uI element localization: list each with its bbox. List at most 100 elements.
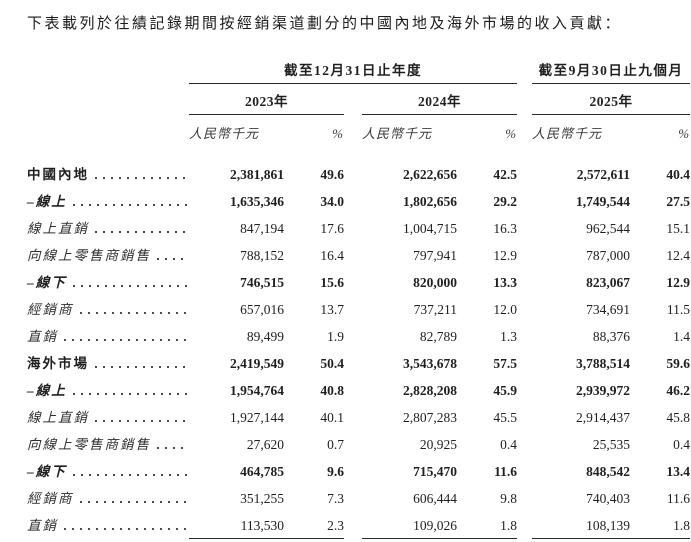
value-rmb: 797,941 [413,248,457,263]
spacer-cell [517,115,532,161]
value-rmb: 27,620 [246,437,284,452]
value-rmb: 25,535 [592,437,631,452]
value-rmb: 1,749,544 [576,194,631,209]
value-pct: 12.9 [493,248,518,263]
spacer-cell [517,84,532,115]
dot-leader [79,312,187,314]
value-pct: 13.7 [320,302,344,317]
table-row-direct-sales: 直銷 113,530 2.3 109,026 1.8 108,139 1.8 [27,511,690,538]
value-rmb: 2,572,611 [576,167,631,182]
row-label: –線下 [27,460,189,480]
value-pct: 40.4 [666,167,691,182]
total-pct: 100.00 [457,537,518,542]
value-pct: 11.6 [666,491,691,506]
revenue-by-channel-table: 截至12月31日止年度 截至9月30日止九個月 2023年 2024年 2025… [27,59,691,542]
spacer-cell [344,187,362,214]
spacer-cell [344,538,362,542]
spacer-cell [517,160,532,187]
spacer-cell [344,115,362,161]
row-label: 中國內地 [27,163,189,183]
table-row-china-mainland: 中國內地 2,381,861 49.6 2,622,656 42.5 2,572… [27,160,690,187]
dot-leader [95,366,187,368]
pct-label-2024: % [505,126,518,141]
value-pct: 0.4 [673,437,691,452]
total-rmb: 6,361,125 [532,537,631,542]
table-row-total: 合計 4,801,410 100.00 6,166,334 100.00 6,3… [27,537,691,542]
period-header-annual: 截至12月31日止年度 [189,59,518,84]
value-rmb: 2,622,656 [403,167,457,182]
value-pct: 11.6 [494,464,518,479]
value-pct: 13.3 [493,275,518,290]
value-rmb: 351,255 [240,491,284,506]
row-label: 經銷商 [27,487,189,507]
row-label: 直銷 [27,514,189,534]
spacer-cell [517,295,532,322]
value-pct: 9.6 [327,464,344,479]
unit-label-2025: 人民幣千元 [532,126,603,141]
value-pct: 7.3 [327,491,344,506]
spacer-cell [517,241,532,268]
year-header-2024: 2024年 [362,83,518,115]
value-rmb: 89,499 [246,329,284,344]
value-pct: 46.2 [666,383,691,398]
value-pct: 12.0 [493,302,518,317]
value-rmb: 464,785 [240,464,284,479]
value-pct: 40.1 [320,410,344,425]
row-label: 線上直銷 [27,406,189,426]
spacer-cell [344,376,362,403]
dot-leader [72,474,187,476]
value-rmb: 2,419,549 [230,356,284,371]
value-rmb: 606,444 [413,491,457,506]
spacer-cell [344,511,362,538]
value-pct: 45.5 [493,410,518,425]
value-rmb: 108,139 [586,517,631,533]
spacer-cell [517,214,532,241]
dot-leader [95,177,187,179]
value-rmb: 2,381,861 [230,167,284,182]
dot-leader [64,339,187,341]
table-row-offline: –線下 746,515 15.6 820,000 13.3 823,067 12… [27,268,690,295]
value-pct: 0.7 [327,437,344,452]
row-label: –線上 [27,379,189,399]
value-rmb: 2,828,208 [403,383,457,398]
value-pct: 1.9 [327,329,344,344]
value-rmb: 2,939,972 [576,383,631,398]
table-row-online: –線上 1,954,764 40.8 2,828,208 45.9 2,939,… [27,376,690,403]
value-rmb: 787,000 [586,248,631,263]
table-row-distributors: 經銷商 351,255 7.3 606,444 9.8 740,403 11.6 [27,484,690,511]
dot-leader [157,447,187,449]
value-rmb: 788,152 [240,248,284,263]
period-header-nine-months: 截至9月30日止九個月 [532,59,691,84]
value-rmb: 847,194 [240,221,284,236]
row-label: 經銷商 [27,298,189,318]
value-pct: 15.1 [666,221,691,236]
table-row-online-direct-sales: 線上直銷 1,927,144 40.1 2,807,283 45.5 2,914… [27,403,690,430]
value-pct: 0.4 [500,437,518,452]
spacer-cell [517,538,532,542]
spacer-cell [517,457,532,484]
row-label: 線上直銷 [27,217,189,237]
spacer-cell [517,268,532,295]
value-pct: 40.8 [320,383,344,398]
table-caption: 下表載列於往績記錄期間按經銷渠道劃分的中國內地及海外市場的收入貢獻： [27,16,623,32]
spacer-cell [27,84,189,115]
pct-label-2023: % [332,126,344,141]
spacer-cell [517,349,532,376]
spacer-cell [344,160,362,187]
pct-label-2025: % [678,126,691,141]
value-pct: 57.5 [493,356,518,371]
value-pct: 49.6 [320,167,344,182]
value-pct: 45.9 [493,383,518,398]
total-rmb: 4,801,410 [189,537,284,542]
value-pct: 1.8 [673,517,691,533]
value-pct: 42.5 [493,167,518,182]
year-header-2023: 2023年 [189,83,344,115]
spacer-cell [344,457,362,484]
row-label: 向線上零售商銷售 [27,244,189,264]
table-row-direct-sales: 直銷 89,499 1.9 82,789 1.3 88,376 1.4 [27,322,690,349]
year-header-2025: 2025年 [532,83,691,115]
value-pct: 34.0 [320,194,344,209]
table-row-online: –線上 1,635,346 34.0 1,802,656 29.2 1,749,… [27,187,690,214]
spacer-cell [344,241,362,268]
value-pct: 50.4 [320,356,344,371]
